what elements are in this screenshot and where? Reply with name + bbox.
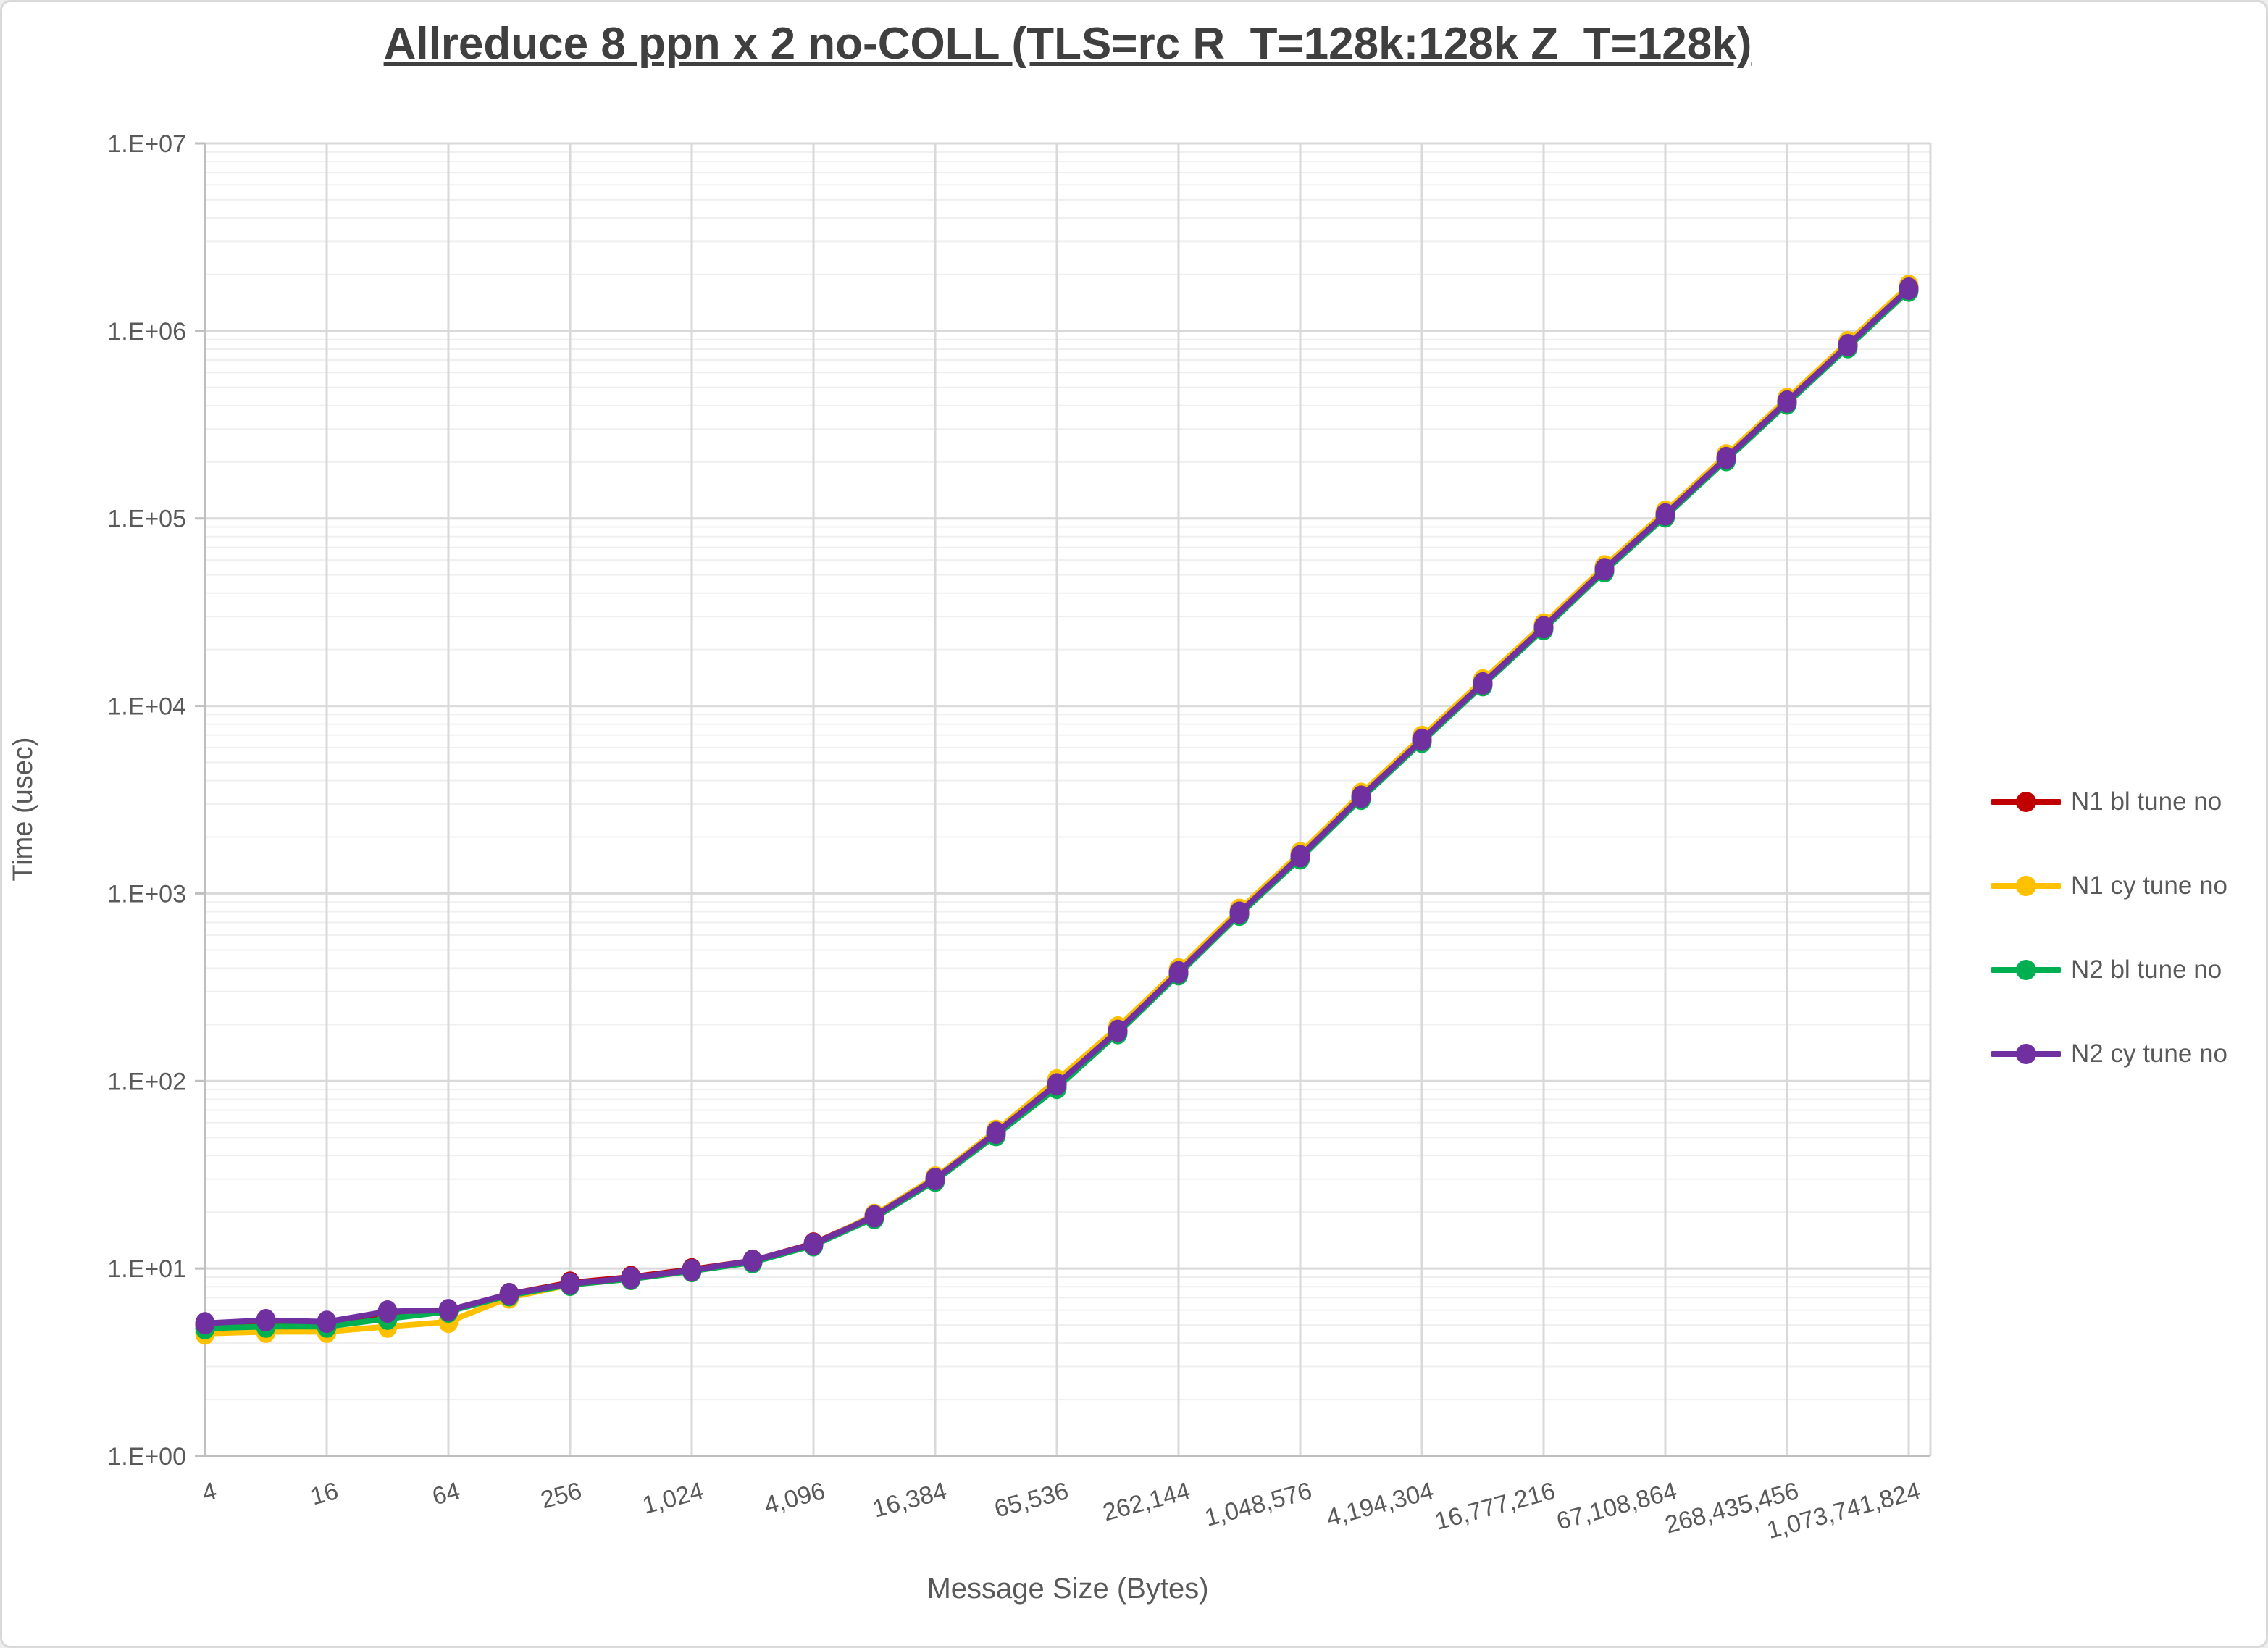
legend-item-3: N2 bl tune no bbox=[1991, 947, 2227, 993]
series-marker-4 bbox=[803, 1232, 824, 1255]
series-marker-4 bbox=[1777, 390, 1797, 413]
x-tick-label: 65,536 bbox=[992, 1477, 1071, 1523]
x-axis-title: Message Size (Bytes) bbox=[926, 1573, 1209, 1605]
series-marker-4 bbox=[499, 1283, 519, 1305]
y-tick-label: 1.E+02 bbox=[107, 1068, 186, 1095]
series-marker-4 bbox=[438, 1299, 459, 1322]
series-marker-4 bbox=[1168, 961, 1189, 984]
x-tick-label: 64 bbox=[430, 1477, 463, 1510]
x-tick-label: 262,144 bbox=[1100, 1477, 1194, 1527]
legend-item-4: N2 cy tune no bbox=[1991, 1031, 2227, 1077]
legend-marker-icon bbox=[1991, 1044, 2061, 1064]
y-tick-label: 1.E+05 bbox=[107, 506, 186, 533]
y-tick-label: 1.E+04 bbox=[107, 693, 186, 721]
series-marker-4 bbox=[1351, 785, 1371, 808]
y-axis-title: Time (usec) bbox=[8, 737, 38, 882]
series-marker-4 bbox=[1838, 334, 1858, 356]
series-marker-4 bbox=[1290, 845, 1310, 868]
x-tick-label: 4 bbox=[199, 1477, 219, 1507]
legend-label: N1 bl tune no bbox=[2071, 787, 2222, 816]
chart-title: Allreduce 8 ppn x 2 no-COLL (TLS=rc R_T=… bbox=[383, 19, 1752, 69]
series-marker-4 bbox=[986, 1121, 1006, 1145]
series-marker-4 bbox=[1533, 616, 1554, 639]
x-tick-label: 4,194,304 bbox=[1323, 1477, 1436, 1532]
legend-item-1: N1 bl tune no bbox=[1991, 779, 2227, 825]
y-tick-label: 1.E+03 bbox=[107, 880, 186, 908]
series-marker-4 bbox=[621, 1266, 641, 1289]
legend-marker-icon bbox=[1991, 960, 2061, 980]
legend-label: N2 cy tune no bbox=[2071, 1040, 2227, 1068]
x-tick-label: 16 bbox=[308, 1477, 341, 1510]
series-marker-4 bbox=[864, 1205, 884, 1228]
x-tick-label: 1,048,576 bbox=[1202, 1477, 1315, 1532]
series-marker-4 bbox=[1899, 277, 1919, 300]
legend-marker-icon bbox=[1991, 876, 2061, 896]
y-tick-label: 1.E+01 bbox=[107, 1255, 186, 1283]
series-marker-4 bbox=[377, 1300, 398, 1323]
x-tick-label: 1,024 bbox=[640, 1477, 706, 1520]
legend-label: N2 bl tune no bbox=[2071, 955, 2222, 984]
series-marker-4 bbox=[925, 1168, 945, 1191]
legend-item-2: N1 cy tune no bbox=[1991, 863, 2227, 909]
series-marker-4 bbox=[1594, 558, 1615, 581]
legend: N1 bl tune no N1 cy tune no N2 bl tune no N… bbox=[1991, 779, 2227, 1077]
series-marker-4 bbox=[1047, 1073, 1067, 1096]
series-marker-4 bbox=[1473, 672, 1493, 695]
series-marker-4 bbox=[1655, 503, 1675, 526]
series-marker-4 bbox=[1412, 728, 1432, 751]
series-marker-4 bbox=[1716, 446, 1736, 469]
series-marker-4 bbox=[1229, 901, 1250, 924]
x-tick-label: 256 bbox=[537, 1477, 585, 1514]
series-marker-4 bbox=[742, 1249, 763, 1272]
x-tick-label: 4,096 bbox=[761, 1477, 828, 1520]
y-tick-label: 1.E+06 bbox=[107, 318, 186, 346]
series-marker-4 bbox=[256, 1309, 276, 1331]
x-tick-label: 16,777,216 bbox=[1432, 1477, 1558, 1536]
x-tick-label: 16,384 bbox=[870, 1477, 950, 1523]
series-marker-4 bbox=[317, 1310, 337, 1334]
x-tick-label: 67,108,864 bbox=[1554, 1477, 1680, 1536]
legend-marker-icon bbox=[1991, 792, 2061, 812]
legend-label: N1 cy tune no bbox=[2071, 871, 2227, 900]
y-tick-label: 1.E+00 bbox=[107, 1443, 186, 1471]
series-marker-4 bbox=[1108, 1019, 1128, 1042]
series-marker-4 bbox=[560, 1272, 580, 1295]
series-marker-4 bbox=[195, 1312, 215, 1335]
y-tick-label: 1.E+07 bbox=[107, 130, 186, 158]
series-marker-4 bbox=[682, 1258, 702, 1281]
